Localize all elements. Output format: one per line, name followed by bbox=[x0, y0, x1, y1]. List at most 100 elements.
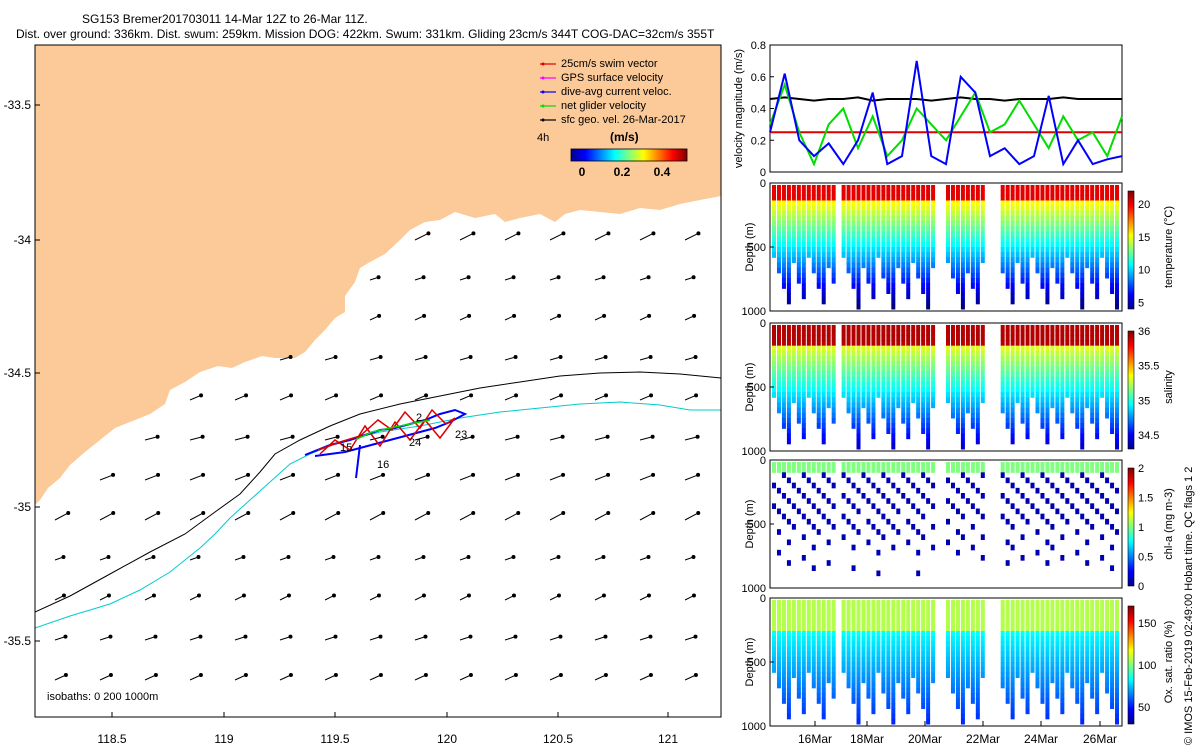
section-cell bbox=[786, 392, 791, 398]
section-cell bbox=[1040, 252, 1045, 258]
section-cell bbox=[1095, 283, 1100, 289]
colorbar-tick-label: 5 bbox=[1138, 297, 1144, 309]
geo-arrow-head bbox=[511, 275, 516, 280]
section-cell bbox=[1105, 672, 1110, 678]
section-cell bbox=[796, 381, 801, 388]
section-cell bbox=[786, 267, 791, 274]
section-cell bbox=[950, 687, 955, 694]
section-cell bbox=[1115, 200, 1120, 207]
section-cell bbox=[801, 493, 806, 499]
section-cell bbox=[975, 267, 980, 274]
section-cell bbox=[886, 698, 891, 704]
section-cell bbox=[786, 412, 791, 419]
track-label-24: 24 bbox=[409, 437, 421, 449]
section-cell bbox=[806, 615, 811, 622]
section-cell bbox=[1025, 210, 1030, 217]
section-cell bbox=[1080, 687, 1085, 694]
section-cell bbox=[886, 272, 891, 279]
section-cell bbox=[1115, 718, 1120, 725]
section-cell bbox=[931, 672, 936, 678]
section-cell bbox=[901, 216, 906, 222]
section-cell bbox=[772, 376, 776, 383]
section-cell bbox=[970, 503, 975, 509]
section-cell bbox=[1070, 325, 1075, 331]
section-ylabel: Depth (m) bbox=[744, 223, 756, 272]
section-cell bbox=[1020, 631, 1025, 637]
section-cell bbox=[891, 646, 896, 653]
section-cell bbox=[781, 381, 786, 388]
section-cell bbox=[891, 376, 896, 383]
section-cell bbox=[950, 210, 955, 217]
section-cell bbox=[776, 682, 781, 689]
section-cell bbox=[861, 361, 866, 367]
section-cell bbox=[1040, 216, 1045, 222]
section-cell bbox=[1115, 667, 1120, 673]
section-cell bbox=[1010, 423, 1015, 429]
section-cell bbox=[1005, 625, 1010, 632]
section-cell bbox=[1070, 605, 1075, 611]
glider-track bbox=[304, 408, 468, 479]
section-cell bbox=[881, 376, 886, 383]
section-cell bbox=[1075, 330, 1080, 336]
section-cell bbox=[965, 325, 970, 331]
section-cell bbox=[856, 298, 861, 305]
section-cell bbox=[950, 200, 955, 207]
section-cell bbox=[1110, 605, 1115, 611]
section-cell bbox=[1040, 646, 1045, 653]
section-cell bbox=[871, 407, 876, 414]
velocity-ytick-label: 0.8 bbox=[751, 40, 766, 52]
section-cell bbox=[1100, 534, 1105, 540]
section-cell bbox=[821, 438, 826, 445]
section-cell bbox=[975, 423, 980, 429]
section-cell bbox=[891, 524, 896, 530]
section-cell bbox=[772, 210, 776, 217]
geo-arrow bbox=[369, 512, 384, 521]
section-cell bbox=[1075, 625, 1080, 632]
section-cell bbox=[1115, 272, 1120, 279]
section-cell bbox=[1035, 672, 1040, 678]
section-cell bbox=[950, 257, 955, 263]
section-cell bbox=[1040, 195, 1045, 201]
section-cell bbox=[970, 646, 975, 653]
section-cell bbox=[1115, 462, 1120, 468]
section-cell bbox=[1075, 651, 1080, 658]
section-cell bbox=[1100, 241, 1105, 248]
section-cell bbox=[1030, 185, 1035, 191]
section-cell bbox=[1115, 293, 1120, 300]
section-cell bbox=[781, 682, 786, 689]
section-cell bbox=[846, 340, 851, 347]
section-cell bbox=[1015, 190, 1020, 196]
section-cell bbox=[1005, 392, 1010, 398]
section-cell bbox=[1110, 226, 1115, 232]
section-cell bbox=[1100, 605, 1105, 611]
section-cell bbox=[926, 366, 931, 372]
section-cell bbox=[881, 252, 886, 258]
section-cell bbox=[826, 381, 831, 388]
section-cell bbox=[871, 335, 876, 341]
section-cell bbox=[781, 631, 786, 637]
section-cell bbox=[1065, 605, 1070, 611]
section-cell bbox=[906, 412, 911, 419]
section-cell bbox=[1050, 361, 1055, 367]
section-cell bbox=[916, 682, 921, 689]
section-cell bbox=[1005, 605, 1010, 611]
section-cell bbox=[1050, 247, 1055, 253]
section-cell bbox=[1065, 366, 1070, 372]
section-cell bbox=[1115, 610, 1120, 616]
section-cell bbox=[1115, 467, 1120, 473]
section-ylabel: Depth (m) bbox=[744, 363, 756, 412]
section-cell bbox=[931, 231, 936, 238]
section-cell bbox=[1035, 345, 1040, 352]
geo-arrow-head bbox=[424, 393, 429, 398]
section-cell bbox=[851, 195, 856, 201]
section-cell bbox=[1050, 387, 1055, 393]
section-cell bbox=[926, 200, 931, 207]
section-cell bbox=[901, 345, 906, 352]
section-cell bbox=[881, 366, 886, 372]
geo-arrow-head bbox=[468, 634, 473, 639]
section-cell bbox=[946, 387, 950, 393]
section-cell bbox=[931, 392, 936, 398]
section-cell bbox=[861, 190, 866, 196]
section-cell bbox=[1040, 467, 1045, 473]
section-cell bbox=[1045, 345, 1050, 352]
